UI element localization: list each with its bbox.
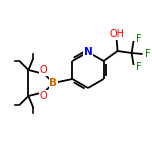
Text: F: F [136, 34, 141, 44]
Text: F: F [145, 49, 150, 59]
Text: N: N [84, 47, 92, 57]
Text: O: O [40, 91, 47, 101]
Text: O: O [40, 65, 47, 75]
Text: B: B [49, 78, 57, 88]
Text: F: F [136, 62, 141, 72]
Text: OH: OH [109, 29, 124, 39]
